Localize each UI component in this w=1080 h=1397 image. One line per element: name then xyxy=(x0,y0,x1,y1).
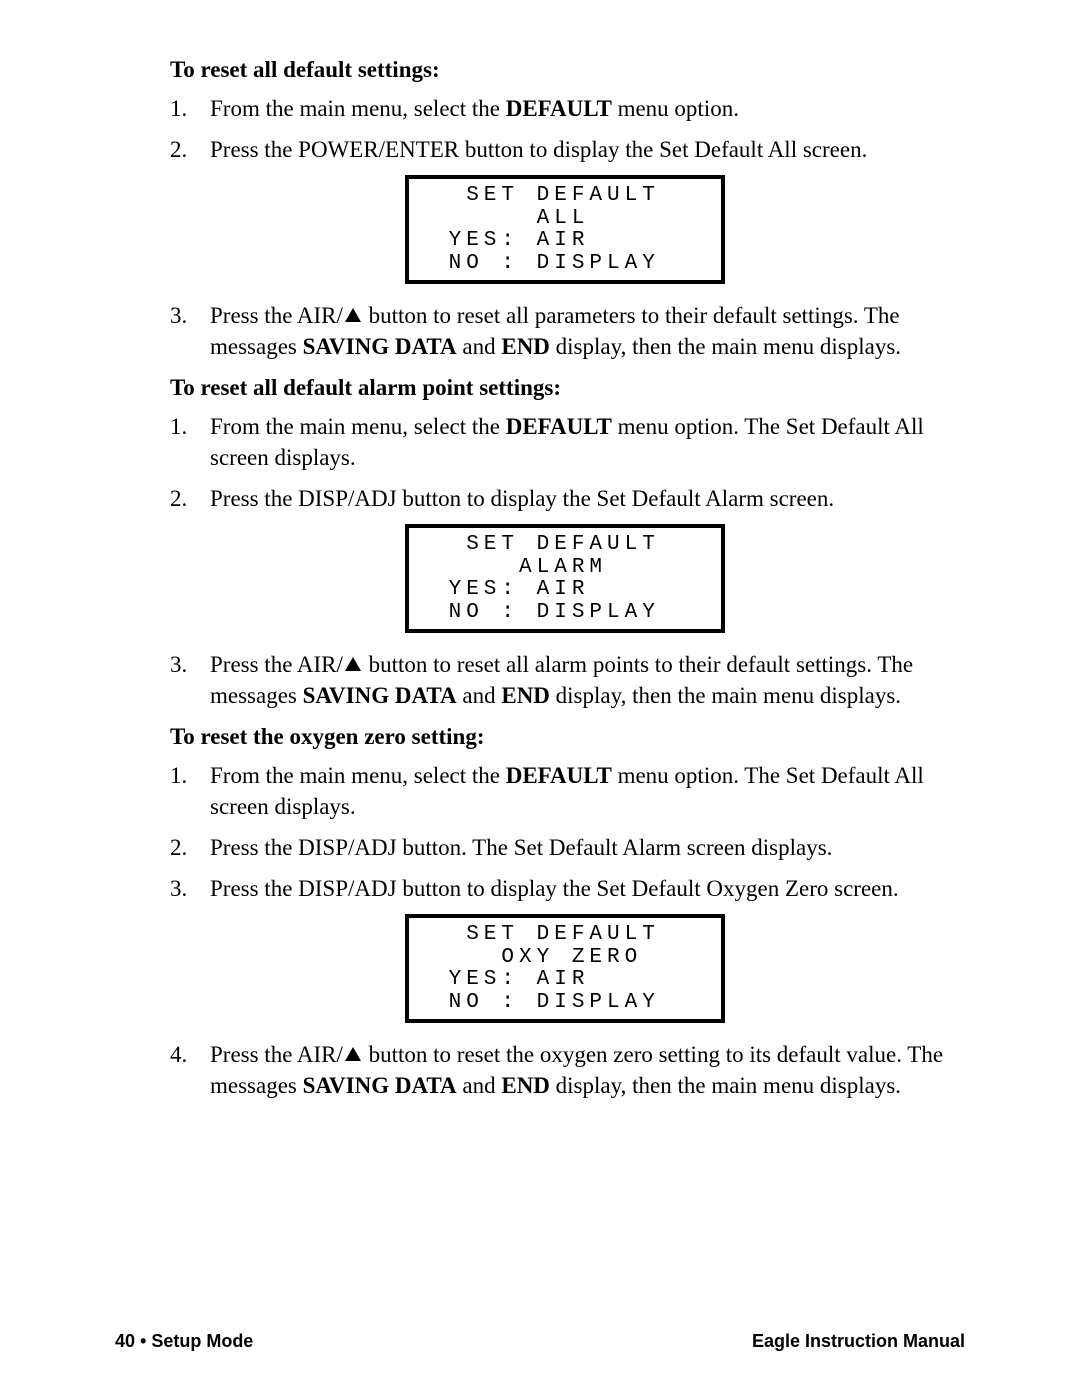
lcd-frame: SET DEFAULT OXY ZERO YES: AIR NO : DISPL… xyxy=(405,914,725,1023)
item-number: 3. xyxy=(170,873,187,904)
list-item: 2. Press the DISP/ADJ button to display … xyxy=(170,483,960,514)
bold-text: SAVING DATA xyxy=(303,683,457,708)
lcd-line: ALARM xyxy=(431,557,699,580)
list-reset-oxy-cont: 4. Press the AIR/ button to reset the ox… xyxy=(170,1039,960,1101)
lcd-line: NO : DISPLAY xyxy=(431,253,699,276)
heading-reset-oxy: To reset the oxygen zero setting: xyxy=(170,721,960,752)
bold-text: DEFAULT xyxy=(506,96,612,121)
item-text: Press the POWER/ENTER button to display … xyxy=(210,137,867,162)
heading-reset-alarm: To reset all default alarm point setting… xyxy=(170,372,960,403)
item-number: 1. xyxy=(170,760,187,791)
list-reset-alarm: 1. From the main menu, select the DEFAUL… xyxy=(170,411,960,514)
bold-text: SAVING DATA xyxy=(303,1073,457,1098)
lcd-line: NO : DISPLAY xyxy=(431,602,699,625)
list-item: 3. Press the AIR/ button to reset all pa… xyxy=(170,300,960,362)
up-triangle-icon xyxy=(345,657,361,671)
item-number: 3. xyxy=(170,649,187,680)
lcd-line: SET DEFAULT xyxy=(431,924,699,947)
list-item: 2. Press the POWER/ENTER button to displ… xyxy=(170,134,960,165)
lcd-line: SET DEFAULT xyxy=(431,534,699,557)
footer-right: Eagle Instruction Manual xyxy=(752,1329,965,1353)
bold-text: END xyxy=(501,1073,550,1098)
lcd-line: NO : DISPLAY xyxy=(431,992,699,1015)
lcd-line: YES: AIR xyxy=(431,579,699,602)
item-text: Press the DISP/ADJ button to display the… xyxy=(210,876,899,901)
item-text: display, then the main menu displays. xyxy=(550,1073,901,1098)
list-item: 1. From the main menu, select the DEFAUL… xyxy=(170,411,960,473)
footer-left: 40 • Setup Mode xyxy=(115,1329,253,1353)
up-triangle-icon xyxy=(345,308,361,322)
page-footer: 40 • Setup Mode Eagle Instruction Manual xyxy=(115,1329,965,1353)
item-text: display, then the main menu displays. xyxy=(550,334,901,359)
lcd-frame: SET DEFAULT ALL YES: AIR NO : DISPLAY xyxy=(405,175,725,284)
item-number: 2. xyxy=(170,832,187,863)
item-text: display, then the main menu displays. xyxy=(550,683,901,708)
item-number: 2. xyxy=(170,134,187,165)
item-text: Press the DISP/ADJ button. The Set Defau… xyxy=(210,835,832,860)
list-reset-alarm-cont: 3. Press the AIR/ button to reset all al… xyxy=(170,649,960,711)
lcd-screen-all: SET DEFAULT ALL YES: AIR NO : DISPLAY xyxy=(170,175,960,284)
item-number: 4. xyxy=(170,1039,187,1070)
lcd-line: OXY ZERO xyxy=(431,947,699,970)
bold-text: END xyxy=(501,683,550,708)
lcd-line: SET DEFAULT xyxy=(431,185,699,208)
lcd-screen-oxy: SET DEFAULT OXY ZERO YES: AIR NO : DISPL… xyxy=(170,914,960,1023)
lcd-line: YES: AIR xyxy=(431,969,699,992)
list-item: 1. From the main menu, select the DEFAUL… xyxy=(170,93,960,124)
item-text: Press the DISP/ADJ button to display the… xyxy=(210,486,834,511)
item-number: 3. xyxy=(170,300,187,331)
item-number: 1. xyxy=(170,411,187,442)
item-number: 1. xyxy=(170,93,187,124)
item-text: and xyxy=(457,683,502,708)
lcd-frame: SET DEFAULT ALARM YES: AIR NO : DISPLAY xyxy=(405,524,725,633)
bold-text: DEFAULT xyxy=(506,763,612,788)
list-reset-oxy: 1. From the main menu, select the DEFAUL… xyxy=(170,760,960,904)
item-text: and xyxy=(457,334,502,359)
item-text: menu option. xyxy=(612,96,739,121)
item-text: From the main menu, select the xyxy=(210,414,506,439)
lcd-line: ALL xyxy=(431,208,699,231)
item-text: Press the AIR/ xyxy=(210,1042,343,1067)
bold-text: SAVING DATA xyxy=(303,334,457,359)
heading-reset-all: To reset all default settings: xyxy=(170,54,960,85)
bold-text: END xyxy=(501,334,550,359)
list-reset-all-cont: 3. Press the AIR/ button to reset all pa… xyxy=(170,300,960,362)
up-triangle-icon xyxy=(345,1047,361,1061)
item-text: From the main menu, select the xyxy=(210,763,506,788)
bold-text: DEFAULT xyxy=(506,414,612,439)
list-item: 2. Press the DISP/ADJ button. The Set De… xyxy=(170,832,960,863)
item-text: and xyxy=(457,1073,502,1098)
lcd-screen-alarm: SET DEFAULT ALARM YES: AIR NO : DISPLAY xyxy=(170,524,960,633)
item-text: From the main menu, select the xyxy=(210,96,506,121)
list-item: 3. Press the AIR/ button to reset all al… xyxy=(170,649,960,711)
item-text: Press the AIR/ xyxy=(210,303,343,328)
list-item: 4. Press the AIR/ button to reset the ox… xyxy=(170,1039,960,1101)
list-item: 3. Press the DISP/ADJ button to display … xyxy=(170,873,960,904)
list-item: 1. From the main menu, select the DEFAUL… xyxy=(170,760,960,822)
item-number: 2. xyxy=(170,483,187,514)
item-text: Press the AIR/ xyxy=(210,652,343,677)
list-reset-all: 1. From the main menu, select the DEFAUL… xyxy=(170,93,960,165)
lcd-line: YES: AIR xyxy=(431,230,699,253)
